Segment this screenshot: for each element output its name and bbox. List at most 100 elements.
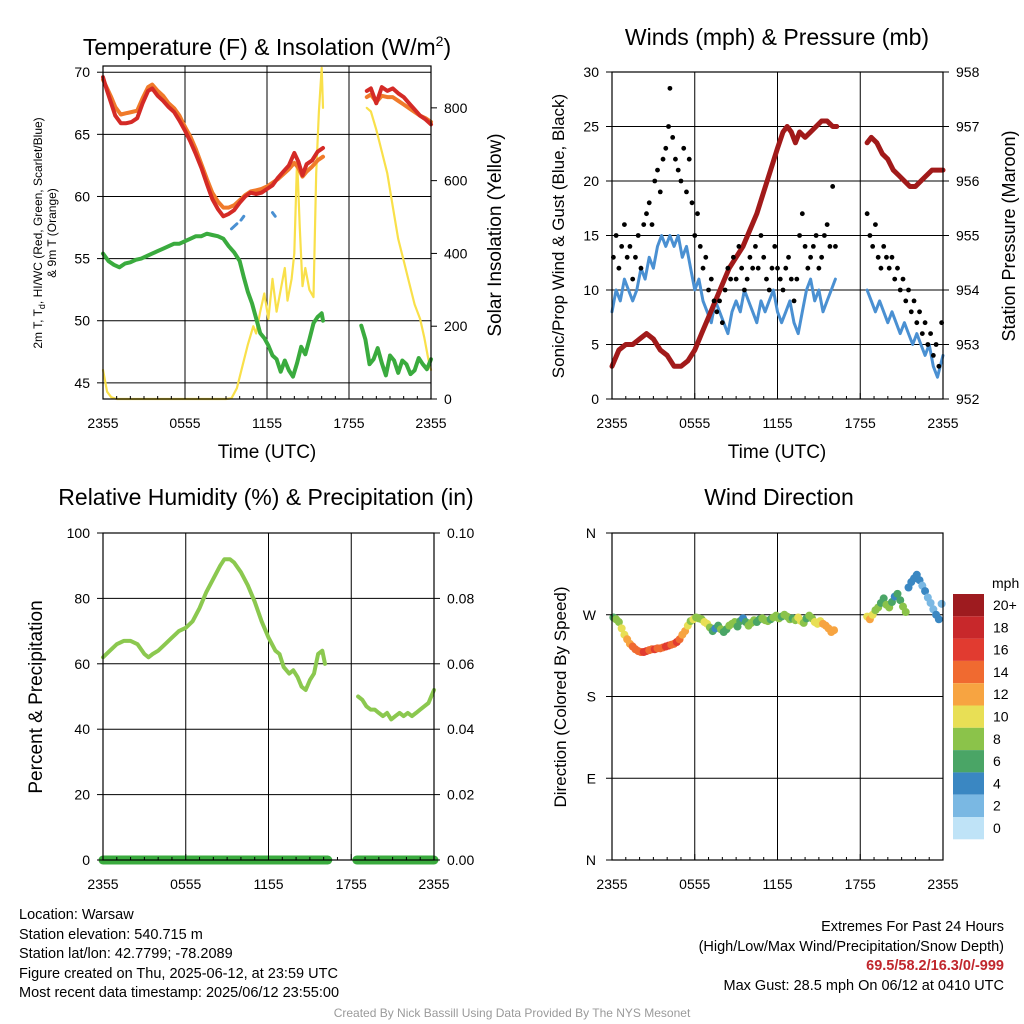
wind-gust-point <box>903 298 909 304</box>
wind-series-station-pressure <box>609 118 840 369</box>
wind-gust-point <box>788 276 794 282</box>
wind-gust-point <box>730 254 736 260</box>
wind-gust-point <box>922 320 928 326</box>
temp-series-2m-t <box>364 85 433 127</box>
dir-series <box>609 570 946 656</box>
wind-gust-point <box>791 298 797 304</box>
dir-title: Wind Direction <box>704 484 854 510</box>
wind-gust-point <box>936 363 942 369</box>
wind-y-tick-label: 10 <box>583 282 599 298</box>
rh-y-right-tick-label: 0.00 <box>447 852 474 868</box>
rh-y-right-tick-label: 0.04 <box>447 721 474 737</box>
wind-gust-point <box>616 265 622 271</box>
rh-y-tick-label: 100 <box>67 525 91 541</box>
wind-gust-point <box>777 276 783 282</box>
rh-x-tick-label: 2355 <box>87 876 118 892</box>
wind-x-axis-label: Time (UTC) <box>728 442 827 463</box>
dir-legend-swatch <box>953 660 984 684</box>
wind-gust-point <box>783 265 789 271</box>
rh-y-right-tick-label: 0.08 <box>447 590 474 606</box>
wind-gust-point <box>733 276 739 282</box>
wind-gust-point <box>786 254 791 260</box>
temp-series-solar-insolation <box>365 106 433 371</box>
wind-gust-point <box>663 145 669 151</box>
temp-title: Temperature (F) & Insolation (W/m2) <box>83 33 451 60</box>
wind-x-tick-label: 2355 <box>596 415 627 431</box>
dir-legend-swatch <box>953 794 984 817</box>
wind-gust-point <box>810 244 816 249</box>
wind-title: Winds (mph) & Pressure (mb) <box>625 24 929 50</box>
wind-gust-point <box>808 254 813 260</box>
temp-y-right-tick-label: 800 <box>444 100 468 116</box>
rh-y-right-tick-label: 0.02 <box>447 787 474 803</box>
wind-gust-point <box>681 145 687 151</box>
extremes-values: 69.5/58.2/16.3/0/-999 <box>866 958 1004 974</box>
wind-gust-point <box>638 265 644 271</box>
wind-gust-point <box>753 244 758 249</box>
dir-legend-label: 16 <box>993 642 1009 658</box>
rh-y-tick-label: 0 <box>82 852 90 868</box>
wind-gust-point <box>660 156 666 162</box>
temp-x-tick-label: 1155 <box>252 415 282 431</box>
wind-gust-point <box>692 233 698 238</box>
dir-point <box>896 596 905 605</box>
dir-x-tick-label: 2355 <box>927 876 958 892</box>
rh-y-tick-label: 40 <box>74 721 90 737</box>
dir-point <box>921 587 930 596</box>
dir-legend-label: 18 <box>993 619 1009 635</box>
station-latlon: Station lat/lon: 42.7799; -78.2089 <box>19 946 233 962</box>
wind-y-right-tick-label: 953 <box>956 337 980 353</box>
wind-gust-point <box>928 331 933 336</box>
station-location: Location: Warsaw <box>19 907 134 923</box>
dir-legend: 20+ 18 16 14 12 10 8 6 4 2 0 <box>953 594 1017 840</box>
wind-gust-point <box>675 167 681 173</box>
wind-gust-point <box>900 276 906 282</box>
max-gust: Max Gust: 28.5 mph On 06/12 at 0410 UTC <box>723 977 1004 994</box>
rh-y-right-tick-label: 0.06 <box>447 656 474 672</box>
wind-gust-point <box>906 287 911 293</box>
wind-gust-point <box>711 298 717 304</box>
wind-gust-point <box>725 265 731 271</box>
wind-gust-point <box>873 222 878 228</box>
wind-gust-point <box>736 244 742 249</box>
dir-legend-swatch <box>953 727 984 751</box>
wind-gust-point <box>630 276 636 282</box>
temp-y-tick-label: 55 <box>74 251 90 267</box>
wind-gust-point <box>667 85 673 91</box>
dir-legend-label: 0 <box>993 820 1001 836</box>
temp-series-9m-t <box>101 77 325 210</box>
rh-y-right-tick-label: 0.10 <box>447 525 474 541</box>
wind-gust-point <box>627 244 633 249</box>
wind-x-tick-label: 0555 <box>679 415 710 431</box>
wind-gust-point <box>805 265 811 271</box>
wind-gust-point <box>889 254 895 260</box>
temp-y-tick-label: 65 <box>74 126 90 142</box>
dir-y-tick-label: N <box>586 852 596 868</box>
wind-ticks: 2355 0555 1155 1755 2355 0 5 10 15 20 25 30 952 953 95… <box>583 64 979 431</box>
wind-gust-point <box>747 254 753 260</box>
wind-gust-point <box>827 244 833 249</box>
temp-x-tick-label: 2355 <box>415 415 446 431</box>
wind-gust-point <box>867 233 873 238</box>
wind-panel: Winds (mph) & Pressure (mb) 2355 0555 1155… <box>549 24 1019 463</box>
wind-gust-point <box>624 254 630 260</box>
wind-series-sonic-prop-wind <box>865 288 945 379</box>
wind-gust-point <box>821 233 827 238</box>
wind-x-tick-label: 2355 <box>927 415 958 431</box>
wind-gust-point <box>644 211 649 217</box>
dir-y-tick-label: E <box>587 770 596 786</box>
wind-gust-point <box>744 276 750 282</box>
wind-gust-point <box>657 189 663 195</box>
wind-x-tick-label: 1755 <box>845 415 876 431</box>
wind-gust-point <box>884 254 889 260</box>
wind-y-right-tick-label: 957 <box>956 119 980 135</box>
wind-gust-point <box>689 200 695 206</box>
wind-gust-point <box>933 342 939 347</box>
temp-panel: Temperature (F) & Insolation (W/m2) 2355… <box>31 33 506 463</box>
rh-left-axis-label: Percent & Precipitation <box>26 600 47 793</box>
dir-x-tick-label: 1755 <box>845 876 876 892</box>
dir-legend-title: mph <box>992 575 1019 591</box>
dir-point <box>934 615 943 624</box>
temp-y-right-tick-label: 600 <box>444 173 468 189</box>
dir-legend-label: 20+ <box>993 597 1017 613</box>
